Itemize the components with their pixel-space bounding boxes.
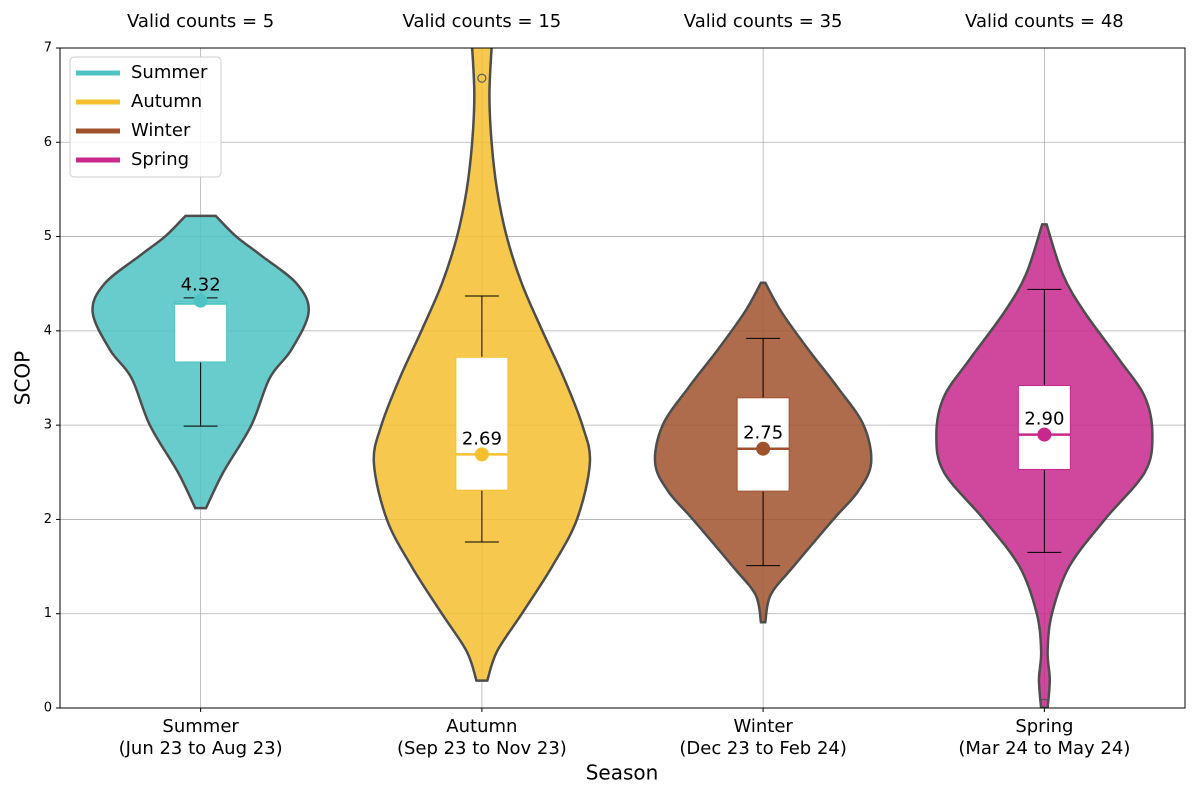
mean-marker: [193, 293, 208, 308]
y-tick-label: 1: [44, 606, 52, 621]
x-tick-label: (Mar 24 to May 24): [958, 738, 1130, 759]
legend-box: [69, 56, 222, 178]
x-tick-label: (Jun 23 to Aug 23): [119, 738, 283, 759]
y-tick-label: 0: [44, 701, 52, 716]
y-tick-label: 3: [44, 418, 52, 433]
y-axis-title: SCOP: [11, 351, 35, 405]
mean-marker: [1037, 427, 1052, 442]
y-tick-label: 4: [44, 323, 52, 338]
outlier: [477, 73, 487, 83]
y-tick-label: 6: [44, 135, 52, 150]
x-tick-label: Summer: [162, 716, 239, 737]
count-label: Valid counts = 15: [403, 11, 562, 32]
legend-label: Spring: [131, 149, 189, 170]
x-tick-label: Spring: [1015, 716, 1073, 737]
outlier: [1039, 698, 1049, 708]
count-label: Valid counts = 48: [965, 11, 1124, 32]
legend-label: Winter: [131, 120, 191, 141]
legend-label: Autumn: [131, 91, 202, 112]
count-label: Valid counts = 35: [684, 11, 843, 32]
labels: 0 1 2 3 4 5 6 7 Valid counts = 5 Valid counts = 1…: [44, 11, 1131, 759]
x-tick-label: Autumn: [446, 716, 517, 737]
y-tick-label: 2: [44, 512, 52, 527]
box: [174, 301, 228, 363]
y-tick-label: 7: [44, 41, 52, 56]
legend: Summer Autumn Winter Spring: [69, 56, 222, 178]
box: [1017, 385, 1071, 470]
box: [455, 356, 509, 491]
count-label: Valid counts = 5: [127, 11, 274, 32]
x-axis-title: Season: [586, 761, 659, 785]
legend-label: Summer: [131, 62, 208, 83]
y-tick-label: 5: [44, 229, 52, 244]
mean-marker: [474, 447, 489, 462]
mean-label: 2.75: [743, 423, 783, 444]
plot-area: 4.32 2.69 2.75 2.90: [91, 48, 1154, 708]
mean-label: 2.90: [1024, 409, 1064, 430]
x-tick-label: (Sep 23 to Nov 23): [397, 738, 567, 759]
x-tick-label: (Dec 23 to Feb 24): [679, 738, 847, 759]
mean-label: 4.32: [181, 275, 221, 296]
mean-marker: [756, 441, 771, 456]
mean-label: 2.69: [462, 428, 502, 449]
x-tick-label: Winter: [733, 716, 793, 737]
axes-frame: [59, 47, 1186, 709]
